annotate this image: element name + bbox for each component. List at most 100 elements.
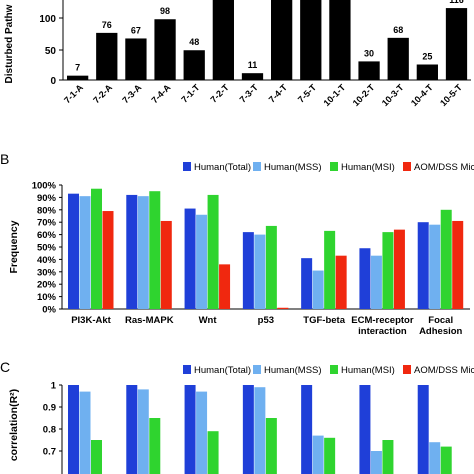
b-legend-swatch <box>183 162 191 171</box>
b-x-tick-label: Wnt <box>199 315 218 326</box>
a-bar <box>154 19 176 81</box>
c-y-axis-label: correlation(R²) <box>8 389 20 461</box>
b-x-tick-label: Ras-MAPK <box>125 315 174 326</box>
a-data-label: 67 <box>131 25 141 35</box>
b-y-tick-label: 90% <box>37 193 57 204</box>
c-bar <box>440 446 452 474</box>
a-bar <box>329 0 351 80</box>
b-x-tick-label: p53 <box>258 315 274 326</box>
b-y-tick-label: 40% <box>37 255 57 266</box>
b-y-tick-label: 60% <box>37 230 57 241</box>
b-legend-label: Human(MSI) <box>341 162 395 173</box>
c-bar <box>207 431 219 474</box>
b-x-tick-label: ECM-receptor <box>351 315 414 326</box>
a-data-label: 11 <box>248 60 258 70</box>
a-bar <box>96 32 118 80</box>
a-data-label: 68 <box>393 25 403 35</box>
a-x-tick-label: 10-5-T <box>438 82 464 108</box>
c-legend-label: Human(MSI) <box>341 365 395 376</box>
a-x-tick-label: 7-1-T <box>179 82 202 105</box>
a-bar <box>387 37 409 80</box>
b-y-tick-label: 20% <box>37 280 57 291</box>
b-bar <box>68 193 79 309</box>
c-bar <box>359 385 371 474</box>
a-y-tick-label: 100 <box>39 14 56 25</box>
c-bar <box>137 389 149 474</box>
c-legend-swatch <box>403 365 411 374</box>
a-x-tick-label: 7-4-T <box>267 82 290 105</box>
c-bar <box>79 391 91 474</box>
b-bar <box>242 232 254 309</box>
c-bar <box>370 451 382 474</box>
b-x-tick-label: Focal <box>428 315 453 326</box>
b-y-tick-label: 50% <box>37 243 57 254</box>
c-bar <box>417 385 429 474</box>
a-data-label: 48 <box>189 37 199 47</box>
b-x-tick-label: interaction <box>358 326 407 337</box>
a-x-tick-label: 7-4-A <box>149 82 172 105</box>
a-x-tick-label: 10-1-T <box>322 82 348 108</box>
c-bar <box>91 440 102 474</box>
a-x-tick-label: 7-2-T <box>208 82 231 105</box>
b-bar <box>335 255 347 309</box>
b-bar <box>207 194 219 309</box>
b-legend-label: Human(MSS) <box>264 162 322 173</box>
b-bar <box>137 196 149 309</box>
a-data-label: 98 <box>160 6 170 16</box>
c-bar <box>126 385 138 474</box>
b-y-tick-label: 0% <box>42 305 56 316</box>
b-bar <box>301 258 313 309</box>
c-legend-label: Human(Total) <box>194 365 251 376</box>
b-bar <box>324 230 336 309</box>
b-bar <box>277 307 289 309</box>
b-bar <box>370 255 382 309</box>
b-legend-swatch <box>253 162 261 171</box>
a-x-tick-label: 7-5-T <box>296 82 319 105</box>
c-bar <box>265 418 277 474</box>
b-y-tick-label: 30% <box>37 267 57 278</box>
c-bar <box>254 387 266 474</box>
b-x-tick-label: PI3K-Akt <box>71 315 111 326</box>
b-bar <box>219 264 231 309</box>
b-bar <box>196 214 208 309</box>
a-bar <box>358 61 380 80</box>
a-bar <box>300 0 322 80</box>
b-bar <box>184 208 196 309</box>
c-bar <box>312 435 324 474</box>
a-x-tick-label: 7-3-A <box>120 82 143 105</box>
c-bar <box>196 391 208 474</box>
b-bar <box>91 188 102 309</box>
b-bar <box>79 196 91 309</box>
a-x-tick-label: 10-3-T <box>380 82 406 108</box>
c-y-tick-label: 0.9 <box>43 403 56 414</box>
b-y-tick-label: 10% <box>37 292 57 303</box>
c-legend-label: Human(MSS) <box>264 365 322 376</box>
panel-label-c: C <box>0 359 10 375</box>
a-bar <box>212 0 234 80</box>
c-bar <box>149 418 161 474</box>
a-y-tick-label: 50 <box>45 46 57 57</box>
a-data-label: 30 <box>364 48 374 58</box>
b-legend-swatch <box>330 162 338 171</box>
c-legend-swatch <box>253 365 261 374</box>
a-y-tick-label: 0 <box>50 76 56 87</box>
a-bar <box>67 75 89 80</box>
b-bar <box>382 232 394 309</box>
b-bar <box>265 225 277 309</box>
c-bar <box>184 385 196 474</box>
c-y-tick-label: 1 <box>51 381 57 392</box>
b-legend-label: AOM/DSS Mice <box>414 162 474 173</box>
b-bar <box>126 194 138 309</box>
c-bar <box>68 385 79 474</box>
c-bar <box>324 437 336 474</box>
b-legend-label: Human(Total) <box>194 162 251 173</box>
a-x-tick-label: 7-3-T <box>238 82 261 105</box>
b-bar <box>312 270 324 309</box>
b-bar <box>429 224 441 309</box>
c-legend-label: AOM/DSS Mice <box>414 365 474 376</box>
a-data-label: 116 <box>449 0 464 5</box>
b-y-tick-label: 70% <box>37 218 57 229</box>
a-bar <box>445 8 468 80</box>
b-y-tick-label: 100% <box>32 181 57 192</box>
c-bar <box>242 385 254 474</box>
